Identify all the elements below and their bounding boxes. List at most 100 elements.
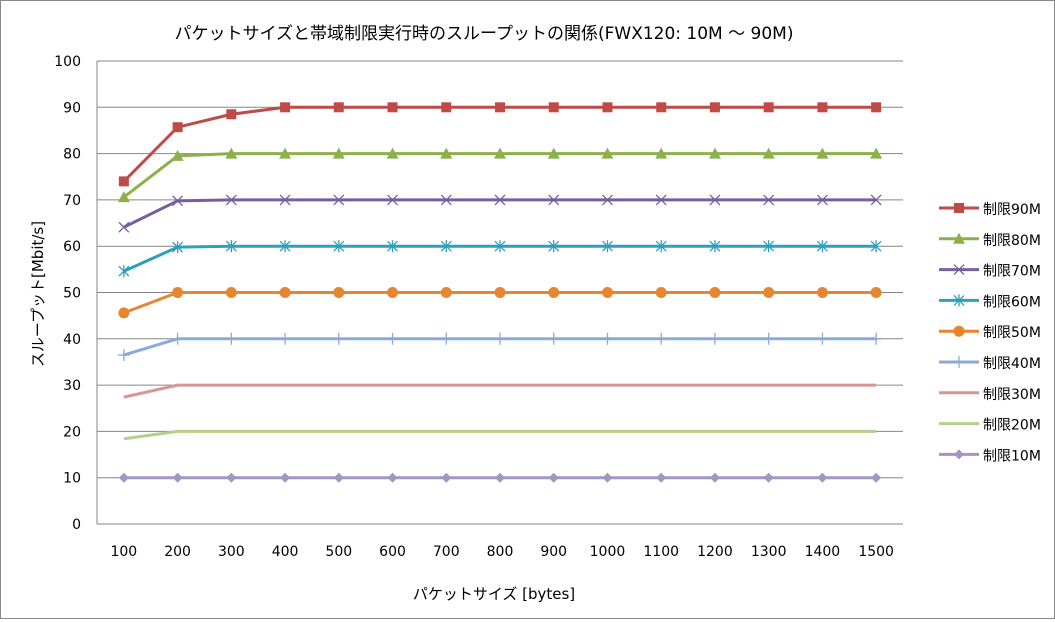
y-axis-label: スループット[Mbit/s]: [29, 221, 47, 367]
legend-item: 制限30M: [939, 387, 1041, 403]
data-point-diamond: [602, 472, 613, 483]
series-制限40M: [117, 332, 883, 362]
legend-label: 制限80M: [983, 233, 1041, 249]
data-point-asterisk: [953, 294, 965, 307]
series-制限70M: [118, 194, 882, 233]
x-tick-label: 700: [433, 544, 460, 560]
data-point-diamond: [118, 472, 129, 483]
x-tick-label: 1000: [590, 544, 626, 560]
series-line: [123, 198, 877, 229]
series-制限60M: [118, 240, 882, 278]
data-point-circle: [333, 287, 345, 298]
data-point-triangle: [494, 147, 506, 159]
data-point-triangle: [762, 147, 775, 159]
legend-label: 制限50M: [983, 325, 1041, 341]
x-tick-label: 1400: [805, 544, 841, 560]
series-制限80M: [117, 147, 883, 203]
data-point-square: [871, 102, 882, 113]
data-point-plus: [225, 332, 238, 345]
data-point-circle: [816, 287, 828, 298]
series-line: [122, 152, 877, 199]
data-point-diamond: [280, 472, 291, 483]
data-point-circle: [279, 287, 291, 298]
data-point-plus: [547, 332, 560, 345]
data-point-plus: [171, 332, 184, 345]
y-tick-label: 90: [63, 100, 81, 116]
data-point-diamond: [656, 472, 667, 483]
data-point-x: [816, 194, 828, 206]
data-point-asterisk: [225, 240, 237, 253]
data-point-circle: [763, 287, 775, 298]
data-point-square: [387, 102, 398, 113]
x-tick-label: 1500: [858, 544, 894, 560]
data-point-circle: [387, 287, 399, 298]
data-point-triangle: [816, 147, 829, 159]
series-制限10M: [118, 472, 882, 483]
data-point-asterisk: [602, 240, 613, 253]
legend-label: 制限10M: [983, 448, 1041, 464]
data-point-x: [953, 264, 965, 276]
data-point-square: [548, 102, 559, 113]
data-point-plus: [953, 356, 965, 368]
data-point-square: [656, 102, 667, 113]
data-point-diamond: [172, 472, 183, 483]
data-point-circle: [440, 287, 452, 298]
data-point-plus: [655, 332, 668, 345]
data-point-triangle: [225, 147, 238, 159]
data-point-diamond: [333, 472, 344, 483]
chart-title: パケットサイズと帯域制限実行時のスループットの関係(FWX120: 10M ～ …: [175, 24, 794, 44]
data-point-x: [279, 194, 291, 206]
data-point-asterisk: [494, 240, 506, 253]
data-point-plus: [494, 332, 506, 345]
data-point-diamond: [387, 472, 398, 483]
data-point-diamond: [709, 472, 720, 483]
data-point-square: [333, 102, 344, 113]
data-point-square: [763, 102, 774, 113]
data-point-circle: [601, 287, 613, 298]
data-point-diamond: [871, 472, 882, 483]
data-point-circle: [172, 287, 184, 298]
data-point-asterisk: [709, 240, 721, 253]
data-point-x: [548, 194, 560, 206]
legend-item: 制限60M: [939, 294, 1041, 310]
data-point-diamond: [954, 449, 964, 460]
legend-label: 制限40M: [983, 356, 1041, 372]
legend-label: 制限20M: [983, 418, 1041, 434]
data-point-circle: [494, 287, 506, 298]
data-point-asterisk: [118, 265, 130, 278]
legend-label: 制限90M: [983, 202, 1041, 218]
data-point-plus: [440, 332, 453, 345]
data-point-diamond: [548, 472, 559, 483]
data-point-diamond: [817, 472, 828, 483]
series-line: [123, 429, 877, 441]
data-point-square: [280, 102, 291, 113]
data-point-triangle: [332, 147, 345, 159]
series-line: [123, 383, 877, 399]
data-point-diamond: [763, 472, 774, 483]
legend-item: 制限50M: [939, 325, 1041, 341]
y-tick-label: 40: [63, 332, 81, 348]
data-point-x: [709, 194, 721, 206]
data-point-square: [602, 102, 613, 113]
data-point-square: [709, 102, 720, 113]
data-point-circle: [655, 287, 667, 298]
data-point-triangle: [655, 147, 668, 159]
data-point-plus: [762, 332, 775, 345]
data-point-plus: [816, 332, 829, 345]
legend-label: 制限70M: [983, 264, 1041, 280]
data-point-asterisk: [387, 240, 398, 253]
data-point-asterisk: [279, 240, 291, 253]
data-point-diamond: [441, 472, 452, 483]
data-point-x: [225, 194, 237, 206]
data-point-square: [226, 109, 237, 120]
data-point-circle: [118, 307, 130, 319]
y-tick-label: 80: [63, 147, 81, 163]
y-tick-label: 50: [63, 286, 81, 302]
data-point-circle: [953, 325, 965, 337]
legend-label: 制限30M: [983, 387, 1041, 403]
data-point-x: [602, 194, 613, 206]
data-point-x: [494, 194, 506, 206]
data-point-square: [118, 176, 129, 187]
legend-item: 制限90M: [939, 202, 1041, 218]
